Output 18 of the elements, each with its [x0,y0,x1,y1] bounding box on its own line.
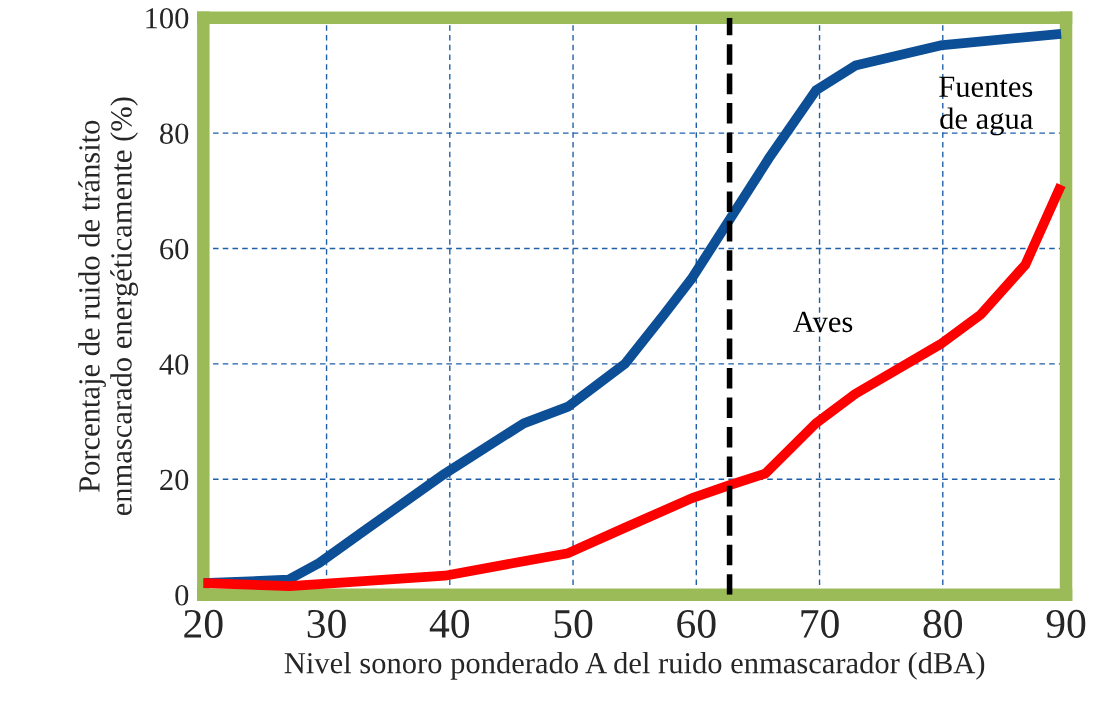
x-tick-label: 60 [677,609,716,638]
series-label: Aves [793,311,853,333]
x-tick-label: 70 [801,609,839,638]
x-tick-label: 50 [554,609,593,638]
y-tick-label: 60 [160,238,189,260]
y-tick-label: 20 [160,469,189,491]
y-tick-label: 100 [146,7,189,29]
x-tick-label: 90 [1046,609,1086,638]
x-tick-label: 80 [923,609,963,638]
x-tick-label: 40 [429,609,470,638]
y-axis-title: Porcentaje de ruido de tránsito enmascarado energéticamente (%) [78,97,139,516]
x-tick-label: 30 [307,609,346,638]
y-tick-label: 40 [159,354,189,375]
x-tick-label: 20 [184,609,223,638]
series-label: Fuentes de agua [939,76,1033,136]
x-axis-title: Nivel sonoro ponderado A del ruido enmascarador (dBA) [284,651,985,680]
y-tick-label: 80 [160,123,189,145]
y-tick-label: 0 [175,585,189,606]
